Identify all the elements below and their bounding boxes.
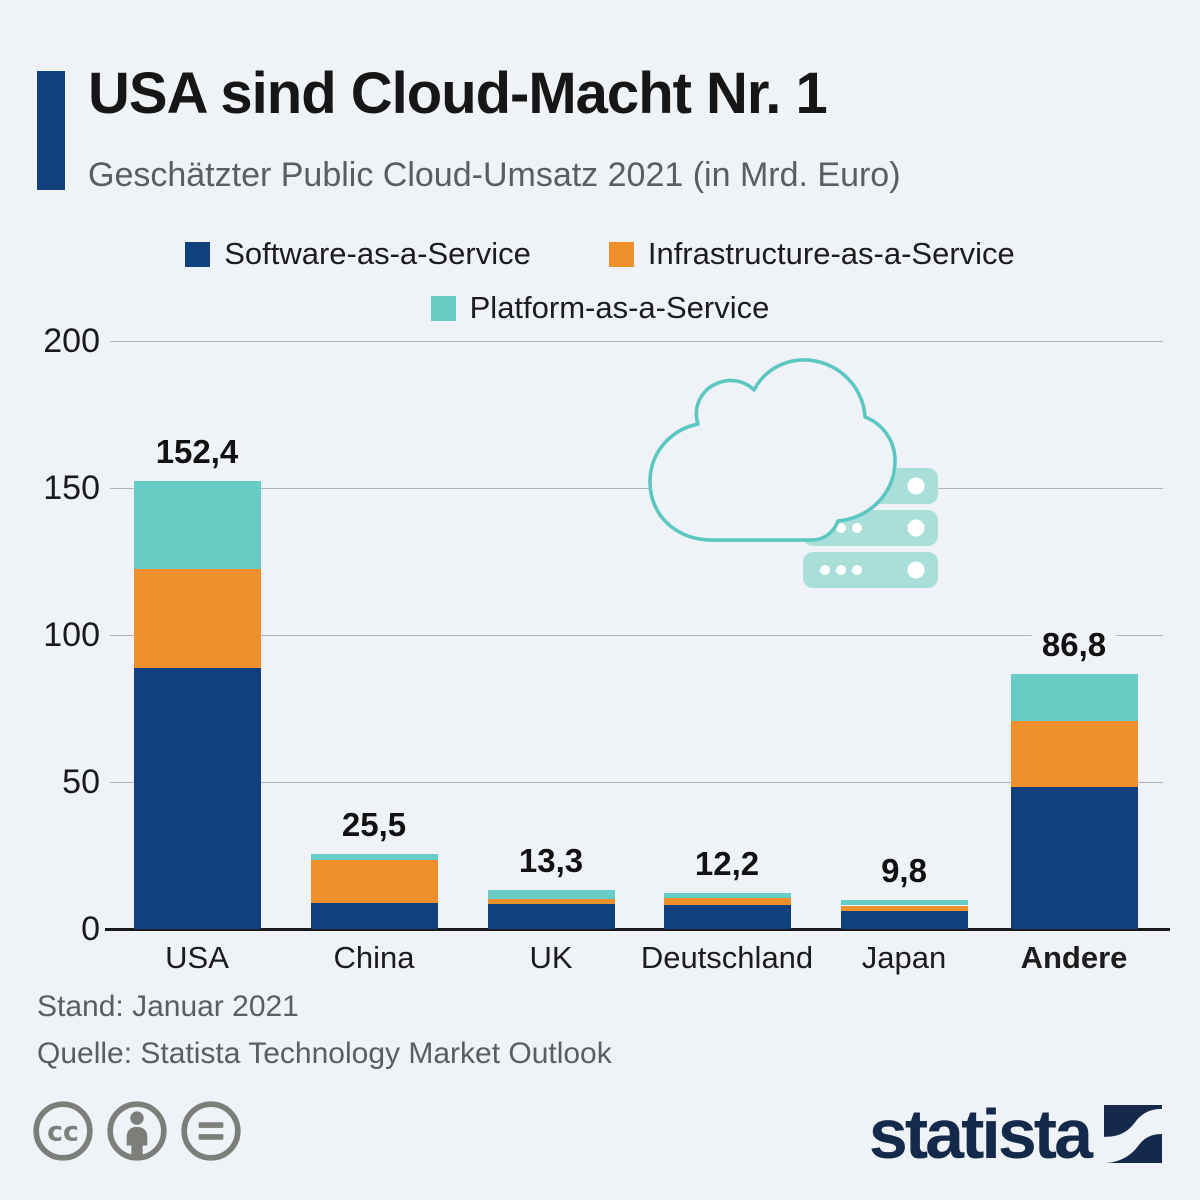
x-label-china: China: [333, 940, 415, 975]
legend-row-1: Software-as-a-Service Infrastructure-as-…: [185, 236, 1015, 272]
statista-logo-mark: [1104, 1105, 1162, 1163]
bar-segment-japan-software-as-a-service: [840, 911, 968, 929]
bar-segment-deutschland-infrastructure-as-a-service: [663, 898, 791, 906]
bar-segment-usa-platform-as-a-service: [133, 480, 261, 569]
value-label-usa: 152,4: [145, 430, 249, 473]
page-title: USA sind Cloud-Macht Nr. 1: [88, 61, 828, 126]
y-tick-100: 100: [43, 616, 100, 654]
bar-segment-china-software-as-a-service: [310, 903, 438, 929]
value-label-uk: 13,3: [508, 839, 594, 882]
gridline-150: [110, 487, 1163, 489]
legend-label-paas: Platform-as-a-Service: [469, 290, 770, 325]
cc-icon[interactable]: cc: [30, 1098, 96, 1164]
legend-swatch-paas: [430, 295, 456, 321]
gridline-100: [110, 634, 1163, 636]
gridline-50: [110, 781, 1163, 783]
legend-label-saas: Software-as-a-Service: [224, 236, 531, 271]
legend-label-iaas: Infrastructure-as-a-Service: [647, 236, 1015, 271]
y-tick-50: 50: [62, 763, 100, 801]
y-tick-200: 200: [43, 322, 100, 360]
bar-segment-usa-software-as-a-service: [133, 667, 261, 929]
legend-row-2: Platform-as-a-Service: [430, 290, 770, 326]
statista-logo-text: statista: [868, 1095, 1093, 1173]
bar-segment-uk-platform-as-a-service: [487, 889, 615, 900]
legend-item-paas: Platform-as-a-Service: [430, 290, 770, 326]
legend-item-saas: Software-as-a-Service: [185, 236, 531, 272]
license-badges[interactable]: cc: [30, 1098, 244, 1164]
bar-segment-japan-platform-as-a-service: [840, 900, 968, 906]
legend-swatch-saas: [185, 241, 211, 267]
bar-segment-andere-software-as-a-service: [1010, 786, 1138, 929]
bar-segment-japan-infrastructure-as-a-service: [840, 905, 968, 912]
bar-segment-uk-software-as-a-service: [487, 904, 615, 929]
x-label-andere: Andere: [1020, 940, 1128, 975]
value-label-deutschland: 12,2: [684, 843, 770, 886]
x-axis-line: [105, 927, 1170, 931]
legend-item-iaas: Infrastructure-as-a-Service: [608, 236, 1015, 272]
statista-logo[interactable]: statista: [868, 1095, 1162, 1173]
x-label-deutschland: Deutschland: [640, 940, 814, 975]
bar-segment-deutschland-platform-as-a-service: [663, 893, 791, 899]
svg-text:cc: cc: [47, 1116, 79, 1147]
bar-segment-uk-infrastructure-as-a-service: [487, 899, 615, 905]
value-label-andere: 86,8: [1031, 623, 1117, 666]
page-subtitle: Geschätzter Public Cloud-Umsatz 2021 (in…: [88, 156, 901, 194]
x-label-uk: UK: [529, 940, 573, 975]
bar-segment-andere-platform-as-a-service: [1010, 673, 1138, 721]
title-accent-bar: [37, 71, 65, 190]
y-tick-150: 150: [43, 469, 100, 507]
cloud-with-server-icon: [648, 358, 938, 588]
y-tick-0: 0: [81, 910, 100, 948]
bar-segment-andere-infrastructure-as-a-service: [1010, 720, 1138, 787]
source-line: Quelle: Statista Technology Market Outlo…: [37, 1037, 612, 1070]
no-derivatives-equals-icon[interactable]: [178, 1098, 244, 1164]
attribution-person-icon[interactable]: [104, 1098, 170, 1164]
bar-segment-china-infrastructure-as-a-service: [310, 859, 438, 904]
bar-segment-deutschland-software-as-a-service: [663, 905, 791, 929]
value-label-japan: 9,8: [871, 850, 937, 893]
x-label-japan: Japan: [861, 940, 947, 975]
chart-legend: Software-as-a-Service Infrastructure-as-…: [0, 236, 1200, 326]
x-label-usa: USA: [165, 940, 229, 975]
gridline-200: [110, 340, 1163, 342]
bar-segment-usa-infrastructure-as-a-service: [133, 568, 261, 668]
legend-swatch-iaas: [608, 241, 634, 267]
stand-date: Stand: Januar 2021: [37, 990, 299, 1023]
bar-segment-china-platform-as-a-service: [310, 854, 438, 860]
value-label-china: 25,5: [331, 804, 417, 847]
